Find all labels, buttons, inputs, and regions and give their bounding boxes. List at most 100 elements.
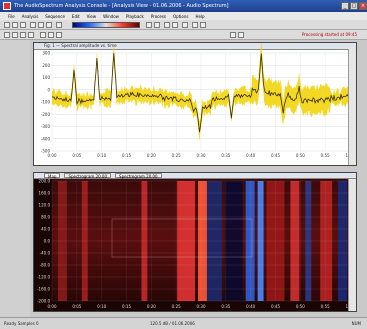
spectrogram-band [320, 181, 333, 301]
undo-icon[interactable] [56, 22, 62, 28]
spectrogram-band [224, 181, 243, 301]
spec-x-tick-label: 0:00 [48, 304, 57, 309]
spec-y-tick-label: 120.0 [39, 203, 51, 208]
cut-icon[interactable] [30, 22, 36, 28]
status-right: NUM [351, 321, 361, 326]
toolbar-secondary: Processing started at 09:45 [0, 30, 367, 40]
menu-help[interactable]: Help [195, 13, 205, 19]
export-icon[interactable] [230, 32, 236, 38]
grid-icon[interactable] [48, 32, 54, 38]
spectrogram-y-axis: 200.0 160.0 120.0 80.0 40.0 0.0 -40.0 -80.0 -120… [37, 179, 50, 304]
top-x-tick-label: 0:05 [72, 153, 81, 158]
spec-x-tick-label: 0:40 [246, 304, 255, 309]
top-y-tick-label: 100 [42, 75, 50, 80]
top-y-tick-label: 300 [42, 51, 50, 56]
menu-options[interactable]: Options [173, 13, 189, 19]
menu-view[interactable]: View [86, 13, 97, 19]
new-icon[interactable] [4, 22, 10, 28]
tab-map[interactable]: Map [44, 173, 61, 179]
top-x-tick-label: 0:15 [122, 153, 131, 158]
cursor-icon[interactable] [192, 22, 198, 28]
spec-x-tick-label: 0:35 [221, 304, 230, 309]
spec-x-tick-label: 0:10 [97, 304, 106, 309]
menu-sequence[interactable]: Sequence [45, 13, 65, 19]
window-title: The AudioSpectrum Analysis Console - [An… [14, 3, 229, 9]
paste-icon[interactable] [46, 22, 52, 28]
amplitude-trace [51, 53, 351, 133]
print-icon[interactable] [238, 32, 244, 38]
top-plot-panel: Fig. 1 — Spectral amplitude vs. time 300… [33, 42, 357, 166]
top-panel-title: Fig. 1 — Spectral amplitude vs. time [44, 43, 117, 48]
app-icon [3, 2, 11, 10]
selection-rectangle [111, 218, 253, 258]
tab-spectrogram-1[interactable]: Spectrogram 20.00 [64, 173, 112, 179]
top-x-tick-label: 0:45 [271, 153, 280, 158]
left-gutter [0, 40, 30, 317]
menu-playback[interactable]: Playback [125, 13, 144, 19]
menu-edit[interactable]: Edit [71, 13, 80, 19]
settings-icon[interactable] [56, 32, 62, 38]
spec-x-tick-label: 0:30 [197, 304, 206, 309]
spectrogram-band [266, 181, 285, 301]
copy-icon[interactable] [38, 22, 44, 28]
marker-icon[interactable] [200, 22, 206, 28]
maximize-button[interactable]: □ [350, 2, 358, 10]
menu-window[interactable]: Window [103, 13, 119, 19]
top-y-tick-label: 200 [42, 63, 50, 68]
spectrogram-band [81, 181, 88, 301]
menu-file[interactable]: File [8, 13, 15, 19]
tab-spectrogram-2[interactable]: Spectrogram 20.00 [115, 173, 162, 179]
top-plot-x-axis: 0:00 0:05 0:10 0:15 0:20 0:25 0:30 0:35 0:40 0:45… [48, 153, 355, 158]
spectrogram-bands [57, 181, 348, 301]
spec-y-tick-label: 160.0 [39, 191, 51, 196]
top-plot-y-axis: 300 200 100 0 -100 -200 -300 -400 -500 [41, 51, 51, 154]
stop-icon[interactable] [172, 22, 178, 28]
top-y-tick-label: -100 [41, 100, 51, 105]
top-x-tick-label: 0:50 [296, 153, 305, 158]
top-x-tick-label: 0:35 [221, 153, 230, 158]
record-icon[interactable] [182, 22, 188, 28]
filter-icon[interactable] [40, 32, 46, 38]
spec-x-tick-label: 0:45 [271, 304, 280, 309]
save-icon[interactable] [20, 22, 26, 28]
close-button[interactable]: × [359, 2, 367, 10]
spectrogram-band [57, 181, 67, 301]
bottom-panel-header: Map Spectrogram 20.00 Spectrogram 20.00 [34, 173, 356, 179]
spectrogram-band [338, 181, 348, 301]
last-icon[interactable] [28, 32, 34, 38]
first-icon[interactable] [4, 32, 10, 38]
top-panel-scrollbar[interactable] [348, 49, 356, 165]
spectrogram-band [290, 181, 300, 301]
menu-bar: File Analysis Sequence Edit View Window … [0, 12, 367, 20]
spec-x-tick-label: 0:55 [321, 304, 330, 309]
menu-process[interactable]: Process [150, 13, 166, 19]
top-x-tick-label: 0:25 [172, 153, 181, 158]
spec-y-tick-label: -120.0 [37, 275, 50, 280]
bottom-spectrogram-panel: Map Spectrogram 20.00 Spectrogram 20.00 … [33, 172, 357, 312]
minimize-button[interactable]: _ [341, 2, 349, 10]
spectrogram-svg[interactable]: 200.0 160.0 120.0 80.0 40.0 0.0 -40.0 -80.0 -120… [34, 173, 357, 312]
open-icon[interactable] [12, 22, 18, 28]
spec-x-tick-label: 0:25 [172, 304, 181, 309]
spectrogram-band [198, 181, 207, 301]
top-y-tick-label: -200 [41, 112, 51, 117]
spectrogram-band [257, 181, 264, 301]
spec-y-tick-label: 0.0 [44, 239, 51, 244]
spectrogram-band [245, 181, 255, 301]
spec-x-tick-label: 0:05 [72, 304, 81, 309]
title-bar: The AudioSpectrum Analysis Console - [An… [0, 0, 367, 12]
spectrogram-band [305, 181, 312, 301]
zoom-out-icon[interactable] [154, 22, 160, 28]
menu-analysis[interactable]: Analysis [21, 13, 39, 19]
zoom-in-icon[interactable] [146, 22, 152, 28]
spec-y-tick-label: 40.0 [41, 227, 50, 232]
next-icon[interactable] [20, 32, 26, 38]
spec-x-tick-label: 0:20 [147, 304, 156, 309]
play-icon[interactable] [164, 22, 170, 28]
bottom-panel-scrollbar[interactable] [348, 179, 356, 311]
processing-status-text: Processing started at 09:45 [301, 32, 357, 37]
top-y-tick-label: -400 [41, 136, 51, 141]
prev-icon[interactable] [12, 32, 18, 38]
